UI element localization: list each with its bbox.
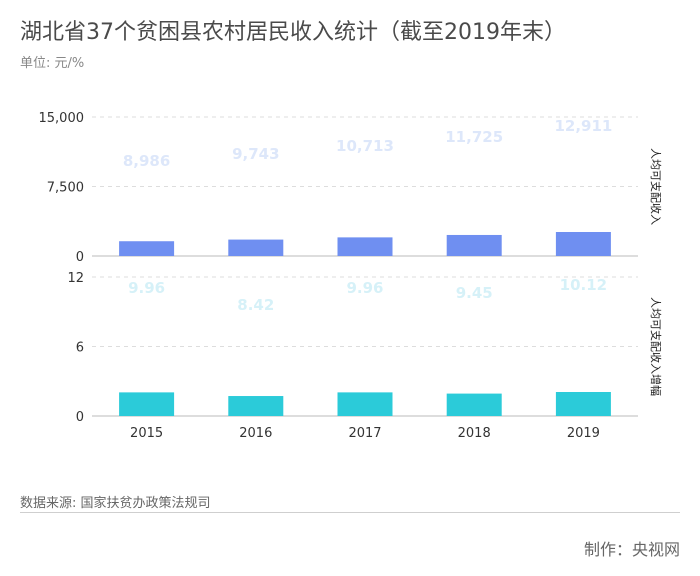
- growth-data-label: 8.42: [237, 296, 274, 314]
- growth-data-label: 9.45: [456, 284, 493, 302]
- income-ytick-label: 7,500: [47, 181, 84, 196]
- credit-label: 制作：央视网: [583, 540, 680, 559]
- growth-bar: [555, 392, 611, 416]
- x-category-label: 2017: [348, 426, 381, 441]
- growth-ytick-label: 0: [76, 410, 84, 425]
- income-data-label: 9,743: [232, 145, 279, 163]
- growth-bar: [337, 392, 393, 416]
- chart-area: 0 7,500 15,000 8,986 9,743 10,713 11,725 12,911…: [39, 111, 664, 441]
- footer-divider: [20, 512, 680, 513]
- income-bar: [555, 232, 611, 256]
- growth-data-label: 9.96: [128, 279, 165, 297]
- income-data-label: 8,986: [123, 152, 170, 170]
- x-category-label: 2015: [130, 426, 163, 441]
- income-ytick-label: 15,000: [39, 111, 85, 126]
- x-category-label: 2016: [239, 426, 272, 441]
- growth-bar: [119, 392, 175, 416]
- growth-bar: [228, 396, 284, 416]
- income-bar: [337, 237, 393, 256]
- income-data-label: 11,725: [445, 128, 503, 146]
- growth-series-name: 人均可支配收入增幅: [649, 297, 663, 396]
- growth-bar: [446, 393, 502, 416]
- income-ytick-label: 0: [76, 250, 84, 265]
- x-category-label: 2018: [458, 426, 491, 441]
- growth-ytick-label: 6: [76, 341, 84, 356]
- data-source: 数据来源: 国家扶贫办政策法规司: [20, 496, 211, 511]
- unit-label: 单位: 元/%: [20, 56, 85, 71]
- x-category-label: 2019: [567, 426, 600, 441]
- income-bar: [119, 241, 175, 256]
- growth-data-label: 10.12: [560, 276, 607, 294]
- income-data-label: 12,911: [554, 117, 612, 135]
- income-bar: [446, 234, 502, 256]
- growth-data-label: 9.96: [346, 279, 383, 297]
- income-series-name: 人均可支配收入: [649, 148, 663, 225]
- chart-title: 湖北省37个贫困县农村居民收入统计（截至2019年末）: [20, 20, 566, 45]
- growth-ytick-label: 12: [67, 271, 84, 286]
- income-bar: [228, 239, 284, 256]
- income-data-label: 10,713: [336, 137, 394, 155]
